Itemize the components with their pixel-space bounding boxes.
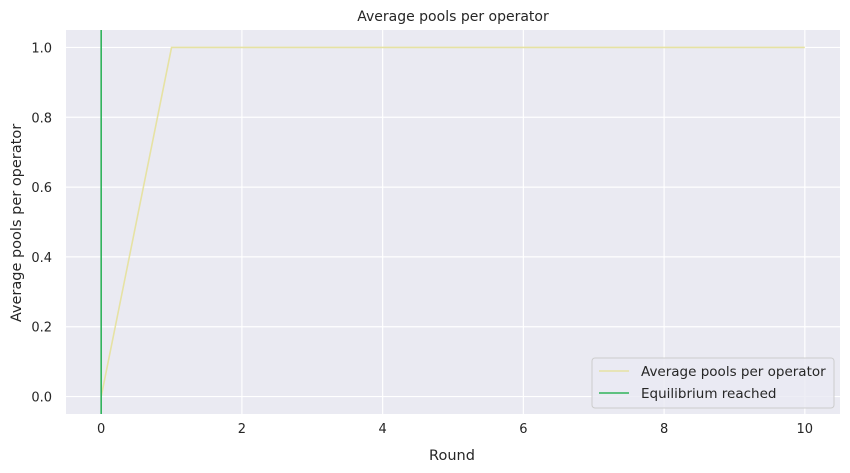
y-tick-label: 0.6 bbox=[31, 181, 52, 196]
x-tick-label: 8 bbox=[660, 422, 668, 437]
legend-box bbox=[591, 357, 835, 409]
y-tick-label: 1.0 bbox=[31, 41, 52, 56]
legend-label-equilibrium: Equilibrium reached bbox=[641, 386, 776, 402]
x-tick-label: 0 bbox=[97, 422, 105, 437]
x-tick-label: 10 bbox=[797, 422, 814, 437]
x-axis-label: Round bbox=[429, 448, 475, 464]
y-tick-label: 0.8 bbox=[31, 111, 52, 126]
y-axis-ticks: 0.0 0.2 0.4 0.6 0.8 1.0 bbox=[31, 41, 52, 405]
y-axis-label: Average pools per operator bbox=[9, 124, 25, 322]
y-tick-label: 0.0 bbox=[31, 391, 52, 406]
series-line bbox=[100, 46, 805, 397]
y-tick-label: 0.4 bbox=[31, 251, 52, 266]
plot-area bbox=[66, 30, 840, 414]
legend-label-series: Average pools per operator bbox=[641, 364, 826, 380]
series-layer bbox=[100, 30, 805, 414]
x-tick-label: 2 bbox=[238, 422, 246, 437]
x-tick-label: 6 bbox=[519, 422, 527, 437]
x-tick-label: 4 bbox=[378, 422, 386, 437]
y-tick-label: 0.2 bbox=[31, 321, 52, 336]
x-axis-ticks: 0 2 4 6 8 10 bbox=[97, 422, 813, 437]
chart-title: Average pools per operator bbox=[357, 9, 549, 25]
legend: Average pools per operator Equilibrium r… bbox=[591, 357, 835, 409]
